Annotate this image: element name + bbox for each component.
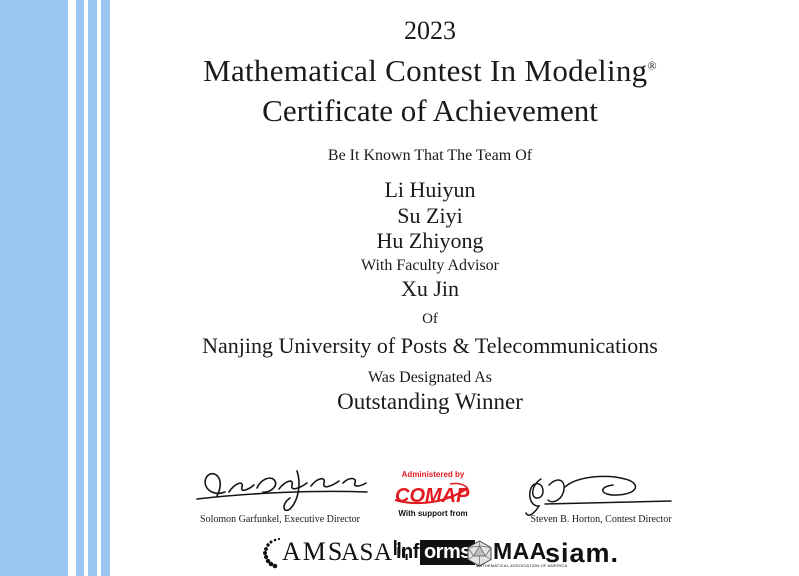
certificate-subtitle: Certificate of Achievement <box>262 93 598 128</box>
comap-logo-text: COMAP <box>395 485 470 507</box>
contest-director-label: Steven B. Horton, Contest Director <box>530 514 672 525</box>
siam-logo-text: siam. <box>545 538 620 568</box>
institution-name: Nanjing University of Posts & Telecommun… <box>202 333 658 358</box>
executive-director-label: Solomon Garfunkel, Executive Director <box>200 514 360 525</box>
maa-logo: MAA MATHEMATICAL ASSOCIATION OF AMERICA <box>466 538 567 570</box>
asa-bars-icon <box>393 540 408 560</box>
ams-logo: AMS <box>262 537 344 571</box>
support-from-label: With support from <box>398 509 468 518</box>
administered-by-label: Administered by <box>401 470 465 479</box>
team-member-3: Hu Zhiyong <box>376 228 484 253</box>
registered-mark: ® <box>647 58 657 73</box>
team-intro-label: Be It Known That The Team Of <box>327 147 533 164</box>
contest-year: 2023 <box>404 16 456 45</box>
left-thin-stripe-3 <box>101 0 110 576</box>
siam-logo: siam. <box>545 538 619 569</box>
ams-dotted-arc-icon <box>263 537 281 569</box>
administered-by-block: Administered by COMAP With support from <box>381 471 485 518</box>
maa-logo-subtext: MATHEMATICAL ASSOCIATION OF AMERICA <box>476 563 568 568</box>
informs-logo-prefix: inf <box>396 541 419 563</box>
designation-result: Outstanding Winner <box>337 389 523 414</box>
contest-title-text: Mathematical Contest In Modeling <box>203 53 648 88</box>
designation-label: Was Designated As <box>367 369 493 386</box>
left-thin-stripe-2 <box>88 0 97 576</box>
advisor-name: Xu Jin <box>400 276 460 301</box>
team-member-1: Li Huiyun <box>384 177 476 202</box>
informs-logo-box: orms <box>419 540 475 565</box>
comap-logo: COMAP <box>381 481 485 508</box>
asa-logo: ASA <box>341 539 409 567</box>
contest-title: Mathematical Contest In Modeling® <box>110 53 750 88</box>
advisor-label: With Faculty Advisor <box>360 257 499 274</box>
signature-solomon-garfunkel-icon <box>196 470 368 512</box>
asa-logo-text: ASA <box>341 539 393 566</box>
maa-logo-text: MAA <box>493 538 547 564</box>
left-wide-stripe <box>0 0 68 576</box>
maa-polyhedron-icon <box>467 540 492 567</box>
signature-steven-horton-icon <box>525 475 672 516</box>
team-member-2: Su Ziyi <box>397 203 463 228</box>
left-thin-stripe-1 <box>76 0 84 576</box>
of-label: Of <box>422 311 438 327</box>
ams-logo-text: AMS <box>282 537 345 566</box>
